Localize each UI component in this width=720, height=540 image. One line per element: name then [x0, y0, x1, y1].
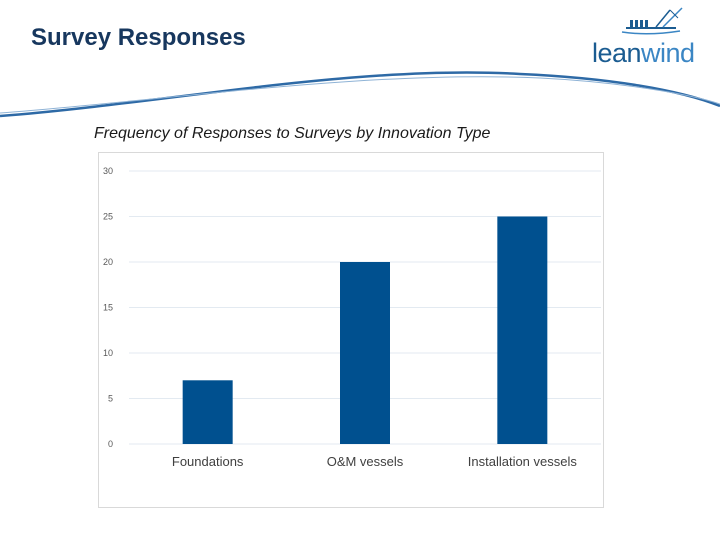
y-tick-label: 5: [108, 394, 113, 404]
header-swoosh: [0, 71, 720, 118]
bar-2: [497, 216, 548, 444]
y-tick-label: 15: [103, 303, 113, 313]
y-tick-label: 0: [108, 439, 113, 449]
slide-title: Survey Responses: [31, 24, 246, 51]
x-tick-label: Foundations: [172, 454, 244, 469]
bar-0: [182, 380, 233, 444]
logo-text-wind: wind: [641, 38, 695, 68]
chart-title: Frequency of Responses to Surveys by Inn…: [94, 125, 491, 142]
leanwind-logo: leanwind: [588, 6, 704, 68]
bar-chart: 0 5 10 15 20 25 30 Foundations O&M vessels Instal…: [103, 166, 601, 469]
logo-text: leanwind: [592, 38, 695, 69]
ship-crane-icon: [621, 7, 683, 35]
y-tick-label: 25: [103, 212, 113, 222]
chart-area: 0 5 10 15 20 25 30 Foundations O&M vessels Instal…: [98, 152, 604, 508]
y-tick-label: 30: [103, 166, 113, 176]
y-tick-label: 10: [103, 348, 113, 358]
logo-text-lean: lean: [592, 38, 642, 68]
x-tick-label: O&M vessels: [327, 454, 404, 469]
y-tick-label: 20: [103, 257, 113, 267]
bar-1: [340, 262, 390, 444]
x-tick-label: Installation vessels: [468, 454, 578, 469]
